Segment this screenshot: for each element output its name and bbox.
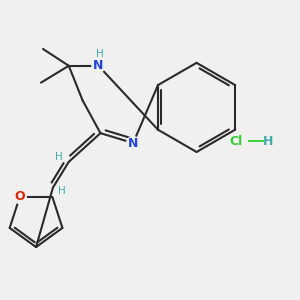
Text: Cl: Cl	[230, 135, 243, 148]
Circle shape	[127, 136, 140, 150]
Circle shape	[13, 190, 26, 203]
Text: H: H	[56, 152, 63, 161]
Text: H: H	[96, 49, 104, 59]
Circle shape	[92, 59, 105, 72]
Text: N: N	[128, 136, 138, 150]
Text: N: N	[93, 59, 104, 72]
Text: O: O	[14, 190, 25, 203]
Text: H: H	[263, 135, 273, 148]
Text: H: H	[58, 186, 66, 196]
